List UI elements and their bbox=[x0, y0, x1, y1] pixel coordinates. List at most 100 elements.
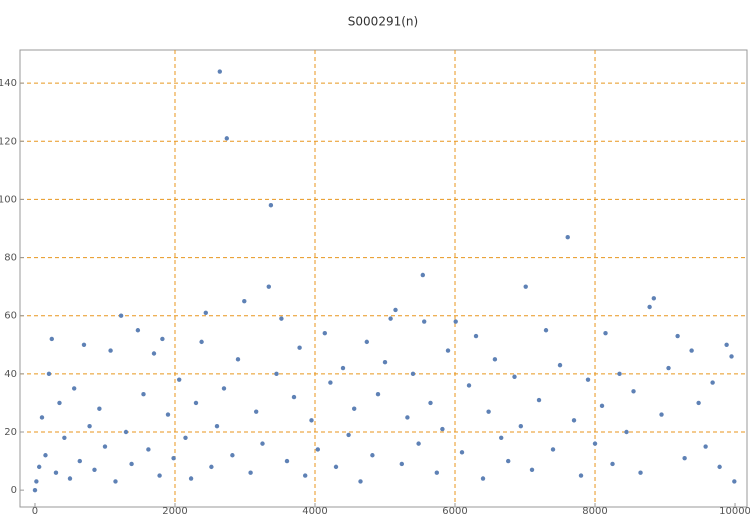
x-tick-label: 2000 bbox=[162, 506, 187, 517]
point bbox=[87, 423, 92, 429]
point bbox=[230, 453, 235, 458]
point bbox=[617, 371, 622, 377]
point bbox=[565, 235, 570, 240]
point bbox=[309, 418, 314, 423]
point bbox=[53, 470, 59, 475]
point bbox=[248, 470, 253, 475]
point bbox=[71, 386, 77, 391]
point bbox=[242, 298, 247, 304]
point bbox=[253, 409, 259, 414]
point bbox=[571, 418, 577, 423]
point bbox=[188, 476, 194, 481]
point bbox=[399, 461, 405, 467]
point bbox=[466, 383, 472, 388]
point bbox=[599, 403, 605, 409]
point bbox=[43, 453, 48, 458]
point bbox=[57, 400, 62, 406]
point bbox=[315, 447, 321, 452]
point bbox=[340, 365, 346, 371]
x-tick-label: 0 bbox=[32, 506, 38, 517]
point bbox=[518, 423, 524, 429]
point bbox=[375, 392, 381, 397]
point bbox=[480, 476, 486, 481]
point bbox=[499, 435, 504, 441]
point bbox=[129, 461, 134, 467]
point bbox=[203, 310, 208, 316]
y-tick-label: 120 bbox=[0, 136, 17, 147]
point bbox=[410, 371, 416, 377]
point bbox=[422, 319, 427, 324]
point bbox=[624, 429, 629, 435]
point bbox=[352, 406, 357, 411]
y-tick-label: 140 bbox=[0, 78, 17, 89]
point bbox=[165, 412, 171, 417]
point bbox=[536, 397, 542, 403]
point bbox=[92, 467, 97, 472]
point bbox=[268, 203, 274, 208]
point bbox=[710, 380, 715, 385]
y-tick-label: 60 bbox=[4, 311, 17, 322]
point bbox=[176, 377, 182, 382]
point bbox=[682, 455, 687, 461]
point bbox=[151, 351, 157, 356]
point bbox=[67, 476, 73, 481]
point bbox=[529, 467, 535, 472]
point bbox=[328, 380, 333, 385]
point bbox=[647, 304, 652, 310]
point bbox=[302, 473, 308, 478]
point bbox=[388, 316, 393, 321]
point bbox=[603, 330, 608, 336]
point bbox=[523, 284, 528, 289]
point bbox=[696, 400, 701, 406]
point bbox=[260, 441, 265, 446]
point bbox=[118, 313, 124, 318]
point bbox=[557, 362, 563, 368]
point bbox=[62, 435, 67, 441]
point bbox=[113, 479, 118, 484]
point bbox=[592, 441, 598, 446]
point bbox=[171, 455, 176, 461]
point bbox=[453, 319, 458, 324]
point bbox=[631, 389, 636, 394]
point bbox=[703, 444, 708, 449]
point bbox=[123, 429, 129, 435]
point bbox=[364, 339, 370, 345]
point bbox=[506, 458, 511, 464]
point bbox=[420, 272, 426, 278]
point bbox=[32, 487, 38, 493]
point bbox=[160, 336, 165, 342]
plot-frame bbox=[19, 49, 748, 508]
point bbox=[512, 374, 517, 379]
point bbox=[274, 371, 279, 377]
point bbox=[550, 447, 556, 452]
point bbox=[279, 316, 284, 321]
x-tick-label: 4000 bbox=[302, 506, 327, 517]
point bbox=[81, 342, 87, 347]
point bbox=[34, 479, 39, 484]
point bbox=[578, 473, 584, 478]
point bbox=[717, 464, 722, 470]
point bbox=[297, 345, 302, 350]
point bbox=[428, 400, 433, 406]
point bbox=[209, 464, 214, 470]
point bbox=[486, 409, 491, 414]
point bbox=[659, 412, 664, 417]
point bbox=[97, 406, 102, 411]
point bbox=[434, 470, 440, 475]
x-tick-label: 8000 bbox=[582, 506, 607, 517]
point bbox=[157, 473, 162, 478]
point bbox=[39, 415, 45, 420]
point bbox=[473, 333, 479, 339]
point bbox=[199, 339, 204, 345]
x-tick-label: 6000 bbox=[442, 506, 467, 517]
y-tick-label: 0 bbox=[11, 485, 17, 496]
y-tick-label: 20 bbox=[4, 427, 17, 438]
point bbox=[214, 423, 220, 429]
point bbox=[440, 426, 445, 432]
point bbox=[346, 432, 351, 438]
x-tick-label: 10000 bbox=[719, 506, 750, 517]
point bbox=[358, 479, 363, 484]
point bbox=[146, 447, 151, 452]
chart-title: S000291(n) bbox=[348, 15, 418, 29]
